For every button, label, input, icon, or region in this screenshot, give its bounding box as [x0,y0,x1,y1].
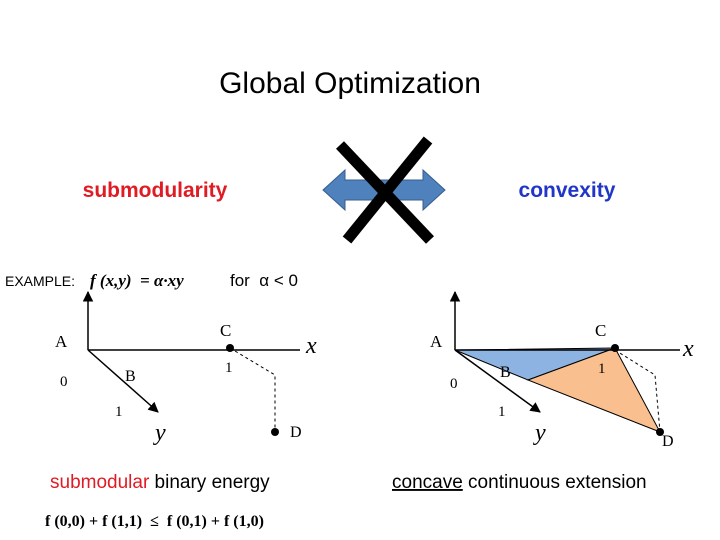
caption-rest: continuous extension [463,472,647,493]
right-diagram: A 0 B 1 C 1 x y D [430,290,694,450]
caption-left: submodular binary energy [50,472,270,493]
example-label: EXAMPLE: [5,273,75,289]
label: 1 [498,404,506,420]
dashed-line [229,347,276,432]
label: x [682,336,694,362]
label: C [220,321,231,340]
axis [87,349,159,413]
cross [342,136,433,244]
point [226,344,234,352]
label: C [595,321,606,340]
inequality: f (0,0) + f (1,1) ≤ f (0,1) + f (1,0) [45,513,264,530]
label: 1 [225,360,233,376]
heading-right: convexity [519,179,616,202]
label: B [500,364,511,381]
label: y [533,420,546,446]
point [271,428,279,436]
label: 0 [450,376,458,392]
label: 1 [598,361,606,377]
label: D [290,424,302,441]
triangle [526,347,662,433]
label: 1 [115,404,123,420]
label: 0 [60,374,68,390]
dashed-line [614,349,661,433]
label: x [305,333,317,359]
highlight: concave [392,472,463,493]
formula: f (x,y) = α·xy [90,271,184,290]
label: B [125,368,136,385]
axis [454,349,541,413]
label: A [430,332,443,351]
left-diagram: A 0 B 1 C 1 x y D [55,290,317,446]
highlight: submodular [50,472,150,493]
label: A [55,332,68,351]
point [656,428,664,436]
caption-right: concave continuous extension [392,472,647,493]
label: D [662,433,674,450]
heading-left: submodularity [83,179,228,202]
condition: for α < 0 [230,271,298,290]
point [611,344,619,352]
label: y [153,420,166,446]
title: Global Optimization [219,67,481,100]
caption-rest: binary energy [149,472,270,493]
